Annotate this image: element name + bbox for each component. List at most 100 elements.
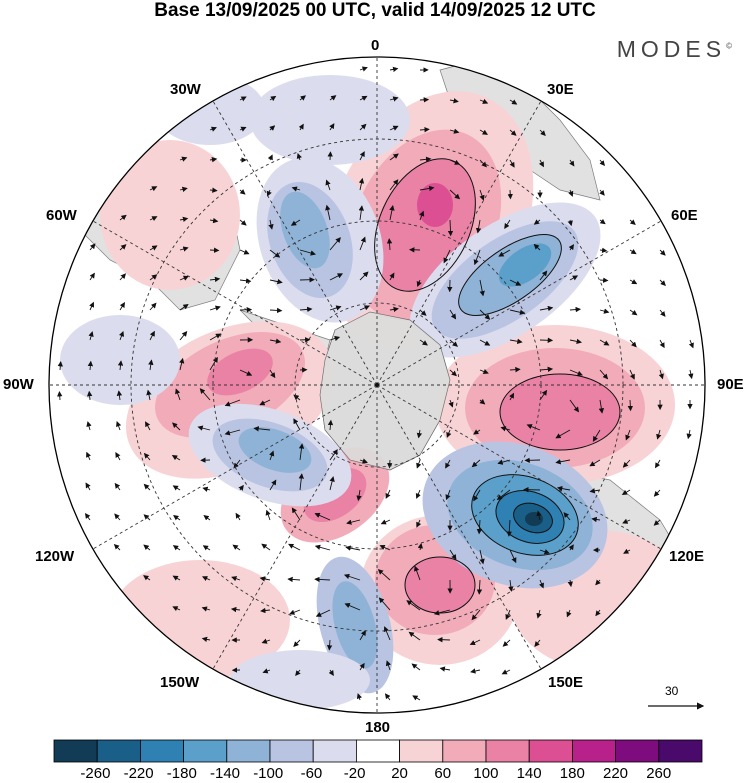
wind-arrow [209,356,218,371]
wind-arrow [505,609,511,620]
wind-arrow [269,95,277,102]
wind-arrow [479,398,486,405]
wind-arrow [209,157,218,163]
wind-arrow [686,429,692,440]
wind-arrow [389,179,399,191]
colorbar-tick-label: -180 [166,765,197,782]
wind-arrow [143,452,151,461]
wind-arrow [327,151,333,161]
colorbar-swatch [183,739,228,763]
wind-arrow [209,276,221,283]
wind-arrow [89,272,95,281]
lon-label-0: 0 [371,37,380,54]
wind-arrow [329,476,335,491]
wind-arrow [599,218,606,225]
colorbar-swatch [399,739,444,763]
wind-arrow [475,219,482,234]
wind-arrow [479,309,491,320]
wind-arrow [408,631,421,641]
wind-arrow [327,419,334,431]
wind-arrow [599,159,605,166]
lon-label-30e: 30E [547,81,574,98]
wind-arrow [329,335,341,342]
wind-arrow [536,510,542,521]
wind-arrow [569,275,579,281]
wind-arrow [119,214,127,221]
wind-arrow [433,609,451,616]
wind-arrow [569,306,581,313]
wind-arrow [149,330,155,341]
wind-arrow [656,429,662,440]
wind-arrow [659,309,666,317]
colorbar-swatch [528,739,573,763]
wind-arrow [179,156,188,162]
wind-arrow [202,486,211,492]
wind-arrow [509,338,523,344]
colorbar-swatch [96,739,141,763]
wind-arrow [88,331,94,341]
wind-arrow [86,451,91,461]
wind-arrow [389,153,399,161]
wind-arrow [507,189,513,200]
wind-arrow [359,630,366,641]
brand-mark: © [726,41,732,51]
wind-arrow [659,339,665,349]
wind-arrow [501,669,511,675]
wind-arrow [230,606,241,613]
wind-arrow [534,639,541,647]
wind-arrow [235,512,241,521]
wind-arrow [389,125,399,131]
wind-vectors [57,66,694,701]
wind-arrow [359,66,368,72]
wind-arrow [269,338,282,344]
wind-arrow [57,361,64,371]
wind-arrow [172,485,181,491]
wind-arrow [509,129,517,136]
wind-arrow [359,123,367,131]
wind-arrow [449,309,457,320]
wind-arrow [509,99,518,105]
wind-arrow [539,270,548,281]
wind-arrow [449,339,458,347]
wind-arrow [328,669,334,676]
wind-arrow [115,452,121,461]
wind-arrow [599,308,610,314]
wind-arrow [625,429,631,441]
wind-arrow [566,609,572,618]
wind-arrow [658,369,664,380]
wind-arrow [589,459,601,467]
wind-arrow [359,271,369,281]
wind-arrow [389,96,399,102]
colorbar-swatch [572,739,617,763]
colorbar-swatch [615,739,660,763]
wind-arrow [179,216,189,222]
wind-arrow [469,639,481,646]
wind-arrow [172,422,181,431]
wind-arrow [439,666,451,672]
wind-arrow [298,123,304,131]
wind-arrow [171,455,181,461]
lon-label-150e: 150E [548,674,584,691]
wind-arrow [471,459,481,468]
wind-arrow [629,309,638,316]
wind-arrow [448,399,454,408]
wind-arrow [416,429,423,439]
wind-arrow [202,545,211,551]
wind-arrow [359,458,368,464]
wind-arrow [269,450,275,461]
wind-arrow [379,545,391,551]
wind-arrow [253,426,271,432]
wind-arrow [449,369,457,377]
wind-arrow [239,126,247,132]
colorbar-swatch [53,739,98,763]
wind-arrow [201,606,211,612]
wind-arrow [479,369,489,375]
wind-arrow [567,579,573,588]
brand-name: MODES [616,36,727,62]
wind-arrow [84,512,91,521]
wind-arrow [471,609,481,621]
wind-arrow [508,579,514,592]
wind-arrow [113,543,121,551]
wind-arrow [479,129,488,135]
wind-arrow [148,359,154,371]
